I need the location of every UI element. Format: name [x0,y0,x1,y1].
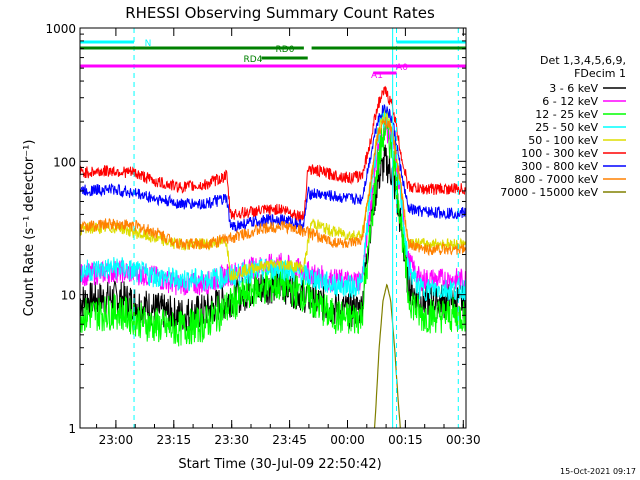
x-tick-label-0: 23:00 [99,433,134,447]
x-tick-label-3: 23:45 [272,433,307,447]
y-axis-label: Count Rate (s⁻¹ detector⁻¹) [22,140,37,317]
legend-label-1: 6 - 12 keV [542,95,598,108]
status-label-rd0: RD0 [276,45,295,55]
x-axis-label: Start Time (30-Jul-09 22:50:42) [178,457,381,472]
legend-label-7: 800 - 7000 keV [514,173,598,186]
chart-title: RHESSI Observing Summary Count Rates [125,4,435,22]
y-tick-label-3: 1000 [45,22,76,36]
x-tick-label-4: 00:00 [330,433,365,447]
legend-label-2: 12 - 25 keV [535,108,598,121]
legend-label-8: 7000 - 15000 keV [500,186,598,199]
legend-label-3: 25 - 50 keV [535,121,598,134]
y-tick-label-1: 10 [61,289,76,303]
status-label-a0: A0 [396,63,408,73]
legend-label-6: 300 - 800 keV [521,160,598,173]
x-tick-label-6: 00:30 [446,433,481,447]
legend-header-1: FDecim 1 [574,67,626,80]
status-label-n: N [145,39,152,49]
legend-header-0: Det 1,3,4,5,6,9, [540,54,626,67]
legend-label-0: 3 - 6 keV [549,82,598,95]
y-tick-label-0: 1 [68,422,76,436]
x-tick-label-5: 00:15 [388,433,423,447]
x-tick-label-1: 23:15 [157,433,192,447]
x-tick-label-2: 23:30 [214,433,249,447]
footer-timestamp: 15-Oct-2021 09:17 [560,467,636,476]
y-tick-label-2: 100 [53,155,76,169]
status-label-rd4: RD4 [244,55,263,65]
legend-label-5: 100 - 300 keV [521,147,598,160]
legend-label-4: 50 - 100 keV [528,134,598,147]
